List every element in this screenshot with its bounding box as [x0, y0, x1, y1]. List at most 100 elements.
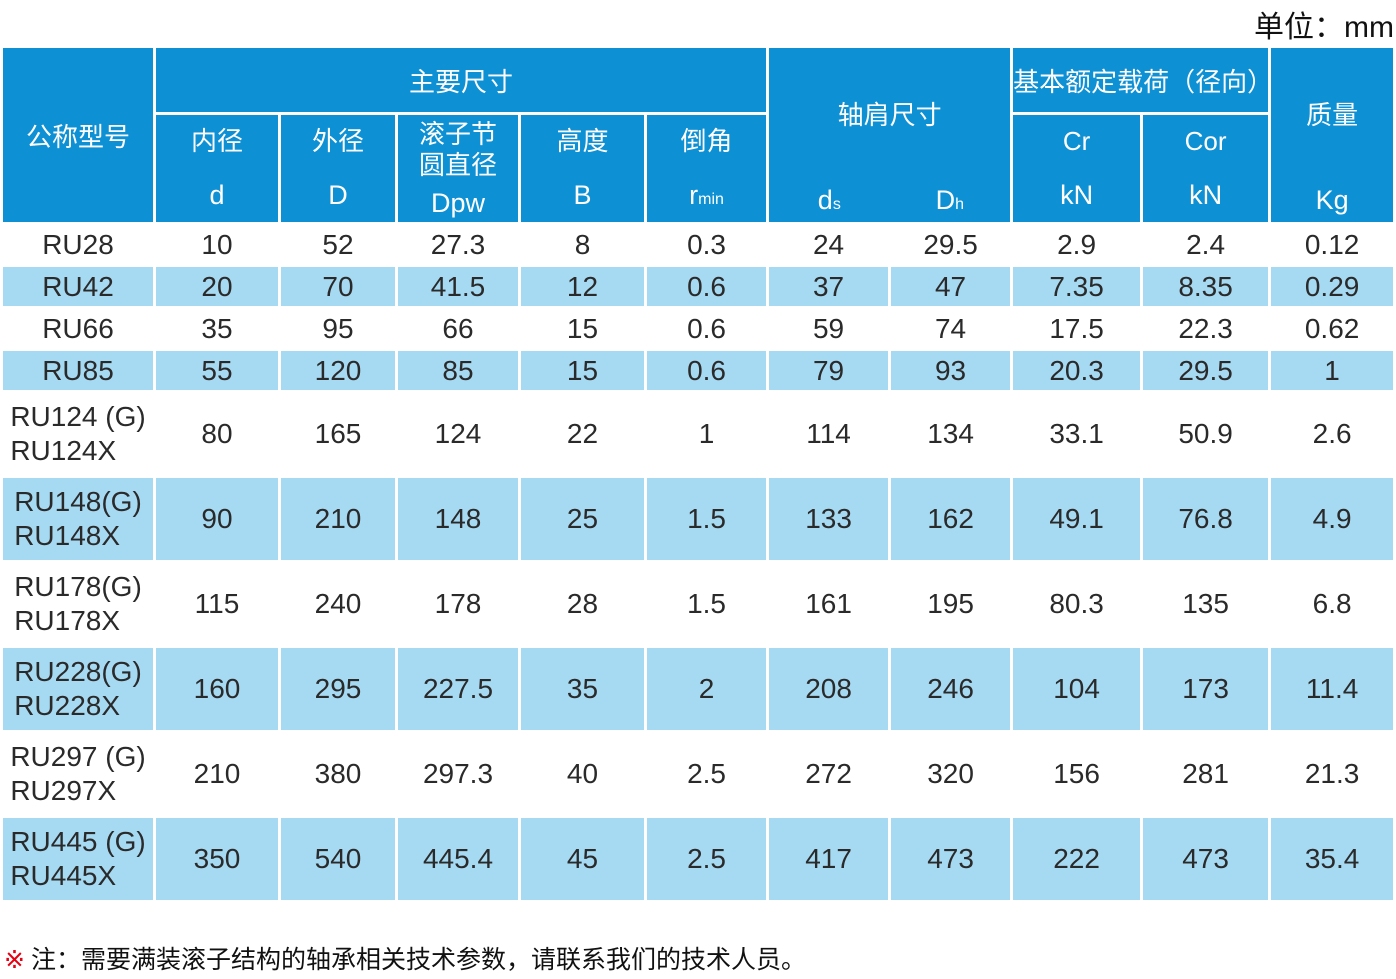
value-cell: 28 — [521, 563, 644, 645]
value-cell: 320 — [891, 733, 1011, 815]
model-name: RU297 (G) RU297X — [10, 741, 146, 806]
header-cr: Cr kN — [1013, 115, 1141, 222]
value-cell: 195 — [891, 563, 1011, 645]
model-cell: RU42 — [3, 267, 153, 306]
value-cell: 17.5 — [1013, 309, 1141, 348]
model-name: RU66 — [42, 312, 114, 344]
value-cell: 210 — [281, 478, 395, 560]
model-cell: RU85 — [3, 351, 153, 390]
value-cell: 2.6 — [1271, 393, 1394, 475]
value-cell: 120 — [281, 351, 395, 390]
model-name: RU42 — [42, 270, 114, 302]
value-cell: 350 — [156, 818, 278, 900]
value-cell: 35 — [521, 648, 644, 730]
mass-unit-row: Kg — [1271, 178, 1393, 222]
mass-stack: 质量 Kg — [1271, 48, 1393, 222]
value-cell: 281 — [1143, 733, 1269, 815]
value-cell: 227.5 — [398, 648, 518, 730]
table-row: RU445 (G) RU445X 350 540 445.4 45 2.5 417 473 222… — [3, 818, 1394, 900]
value-cell: 115 — [156, 563, 278, 645]
header-main-dims-group: 主要尺寸 — [156, 48, 767, 112]
model-name: RU445 (G) RU445X — [10, 826, 146, 891]
outer-symbol: D — [328, 179, 348, 210]
value-cell: 20 — [156, 267, 278, 306]
value-cell: 173 — [1143, 648, 1269, 730]
value-cell: 210 — [156, 733, 278, 815]
chamfer-symbol: rmin — [689, 180, 724, 211]
inner-label: 内径 — [190, 126, 243, 157]
value-cell: 240 — [281, 563, 395, 645]
value-cell: 27.3 — [398, 225, 518, 264]
value-cell: 95 — [281, 309, 395, 348]
value-cell: 6.8 — [1271, 563, 1394, 645]
dh-sub: h — [955, 195, 965, 213]
header-row-groups: 公称型号 主要尺寸 轴肩尺寸 ds Dh 基本额定载荷（径向） 质量 Kg — [3, 48, 1394, 222]
value-cell: 85 — [398, 351, 518, 390]
dh-symbol: Dh — [890, 185, 1011, 216]
model-cell: RU124 (G) RU124X — [3, 393, 153, 475]
value-cell: 161 — [769, 563, 889, 645]
ds-base: d — [817, 184, 833, 215]
value-cell: 0.29 — [1271, 267, 1394, 306]
shoulder-stack: 轴肩尺寸 ds Dh — [769, 48, 1010, 222]
value-cell: 473 — [1143, 818, 1269, 900]
value-cell: 40 — [521, 733, 644, 815]
header-height: 高度 B — [521, 115, 644, 222]
value-cell: 41.5 — [398, 267, 518, 306]
value-cell: 1.5 — [647, 563, 767, 645]
height-label: 高度 — [556, 126, 609, 157]
value-cell: 93 — [891, 351, 1011, 390]
pitch-label-line1: 滚子节 — [418, 118, 497, 149]
chamfer-sub: min — [698, 190, 724, 208]
header-mass-group: 质量 Kg — [1271, 48, 1394, 222]
value-cell: 246 — [891, 648, 1011, 730]
value-cell: 47 — [891, 267, 1011, 306]
value-cell: 29.5 — [891, 225, 1011, 264]
value-cell: 2.5 — [647, 733, 767, 815]
value-cell: 52 — [281, 225, 395, 264]
header-shoulder-group: 轴肩尺寸 ds Dh — [769, 48, 1011, 222]
value-cell: 59 — [769, 309, 889, 348]
value-cell: 49.1 — [1013, 478, 1141, 560]
value-cell: 104 — [1013, 648, 1141, 730]
table-header: 公称型号 主要尺寸 轴肩尺寸 ds Dh 基本额定载荷（径向） 质量 Kg — [3, 48, 1394, 222]
value-cell: 37 — [769, 267, 889, 306]
value-cell: 24 — [769, 225, 889, 264]
table-row: RU42 20 70 41.5 12 0.6 37 47 7.35 8.35 0.29 — [3, 267, 1394, 306]
inner-symbol: d — [209, 179, 225, 210]
value-cell: 124 — [398, 393, 518, 475]
table-row: RU178(G) RU178X 115 240 178 28 1.5 161 195 80.3 13… — [3, 563, 1394, 645]
value-cell: 29.5 — [1143, 351, 1269, 390]
value-cell: 1.5 — [647, 478, 767, 560]
value-cell: 70 — [281, 267, 395, 306]
value-cell: 0.6 — [647, 351, 767, 390]
value-cell: 295 — [281, 648, 395, 730]
value-cell: 222 — [1013, 818, 1141, 900]
bearing-spec-table: 公称型号 主要尺寸 轴肩尺寸 ds Dh 基本额定载荷（径向） 质量 Kg — [0, 45, 1396, 903]
footnote-text: 注：需要满装滚子结构的轴承相关技术参数，请联系我们的技术人员。 — [30, 946, 806, 974]
model-cell: RU297 (G) RU297X — [3, 733, 153, 815]
cor-unit: kN — [1189, 179, 1223, 210]
value-cell: 74 — [891, 309, 1011, 348]
value-cell: 2.5 — [647, 818, 767, 900]
value-cell: 133 — [769, 478, 889, 560]
value-cell: 0.62 — [1271, 309, 1394, 348]
table-row: RU66 35 95 66 15 0.6 59 74 17.5 22.3 0.62 — [3, 309, 1394, 348]
value-cell: 55 — [156, 351, 278, 390]
value-cell: 66 — [398, 309, 518, 348]
value-cell: 135 — [1143, 563, 1269, 645]
height-symbol: B — [573, 179, 592, 210]
model-cell: RU66 — [3, 309, 153, 348]
value-cell: 80 — [156, 393, 278, 475]
value-cell: 1 — [647, 393, 767, 475]
model-name: RU124 (G) RU124X — [10, 401, 146, 466]
dh-base: D — [935, 184, 956, 215]
cr-label: Cr — [1062, 126, 1091, 157]
mass-unit: Kg — [1315, 184, 1349, 215]
chamfer-label: 倒角 — [680, 126, 733, 157]
header-chamfer: 倒角 rmin — [647, 115, 767, 222]
value-cell: 4.9 — [1271, 478, 1394, 560]
value-cell: 15 — [521, 351, 644, 390]
header-inner-diameter: 内径 d — [156, 115, 278, 222]
